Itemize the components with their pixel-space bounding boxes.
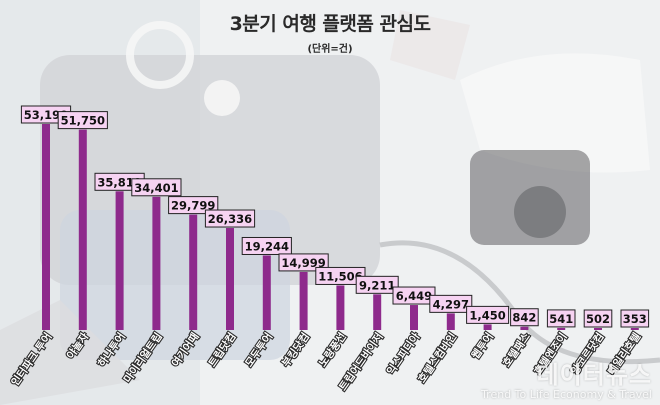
- value-label-7: 19,244: [241, 236, 292, 255]
- bar-8: [299, 271, 308, 330]
- value-label-11: 6,449: [392, 286, 436, 305]
- category-label-12: 호텔스컴바인: [415, 330, 459, 385]
- category-label-6: 트립닷컴: [206, 330, 239, 369]
- svg-text:51,750: 51,750: [61, 114, 105, 128]
- bar-1: [42, 124, 50, 330]
- svg-text:14,999: 14,999: [281, 256, 325, 270]
- bar-10: [373, 294, 382, 330]
- svg-text:842: 842: [512, 311, 536, 325]
- value-label-4: 34,401: [131, 178, 182, 197]
- category-label-2: 야놀자: [64, 330, 91, 361]
- svg-text:541: 541: [549, 312, 573, 326]
- value-label-1: 53,199: [20, 105, 72, 124]
- value-label-8: 14,999: [278, 253, 329, 272]
- bar-12: [446, 313, 455, 330]
- bar-17: [630, 328, 639, 330]
- bar-11: [410, 305, 418, 330]
- value-label-14: 842: [510, 308, 539, 327]
- bar-15: [557, 327, 566, 330]
- chart-unit: (단위=건): [307, 44, 353, 55]
- category-label-3: 하나투어: [95, 330, 128, 369]
- bar-14: [520, 326, 529, 330]
- bar-3: [115, 191, 124, 330]
- svg-text:26,336: 26,336: [208, 212, 252, 226]
- svg-text:34,401: 34,401: [134, 181, 178, 195]
- value-label-5: 29,799: [168, 196, 219, 215]
- bar-9: [336, 285, 345, 330]
- bar-16: [594, 328, 602, 330]
- value-label-13: 1,450: [466, 305, 510, 324]
- chart-title: 3분기 여행 플랫폼 관심도: [229, 13, 431, 35]
- watermark-logo: 데이터뉴스: [536, 361, 652, 389]
- category-label-5: 여기어때: [169, 330, 202, 369]
- svg-text:4,297: 4,297: [433, 297, 469, 311]
- category-label-4: 마이리얼트립: [121, 330, 165, 385]
- watermark: 데이터뉴스 Trend To Life Economy & Travel: [481, 362, 652, 401]
- value-label-12: 4,297: [429, 294, 473, 313]
- bar-6: [226, 228, 234, 330]
- value-label-15: 541: [546, 309, 576, 328]
- value-label-9: 11,506: [315, 266, 366, 285]
- svg-text:29,799: 29,799: [171, 199, 215, 213]
- svg-text:53,199: 53,199: [24, 108, 68, 122]
- bar-13: [483, 324, 492, 330]
- category-label-13: 웹투어: [469, 330, 496, 361]
- value-label-2: 51,750: [57, 111, 108, 130]
- watermark-slogan: Trend To Life Economy & Travel: [481, 388, 652, 401]
- svg-text:11,506: 11,506: [318, 269, 362, 283]
- bar-4: [152, 196, 161, 330]
- category-label-1: 인터파크 투어: [8, 330, 54, 388]
- svg-text:6,449: 6,449: [396, 289, 432, 303]
- svg-text:9,211: 9,211: [359, 278, 395, 292]
- value-label-17: 353: [620, 309, 650, 328]
- value-label-6: 26,336: [204, 209, 256, 228]
- value-label-16: 502: [583, 309, 613, 328]
- category-label-11: 익스피디아: [384, 330, 423, 377]
- svg-text:19,244: 19,244: [245, 239, 289, 253]
- svg-text:502: 502: [586, 312, 610, 326]
- svg-text:35,819: 35,819: [97, 175, 141, 189]
- bar-5: [189, 214, 198, 330]
- category-label-9: 노랑풍선: [316, 330, 349, 369]
- bar-2: [78, 129, 87, 330]
- bar-7: [262, 255, 271, 330]
- svg-text:353: 353: [623, 312, 647, 326]
- svg-text:1,450: 1,450: [469, 308, 505, 322]
- category-label-7: 모두투어: [242, 330, 275, 369]
- category-label-8: 부킹닷컴: [279, 330, 312, 369]
- value-label-10: 9,211: [355, 275, 399, 294]
